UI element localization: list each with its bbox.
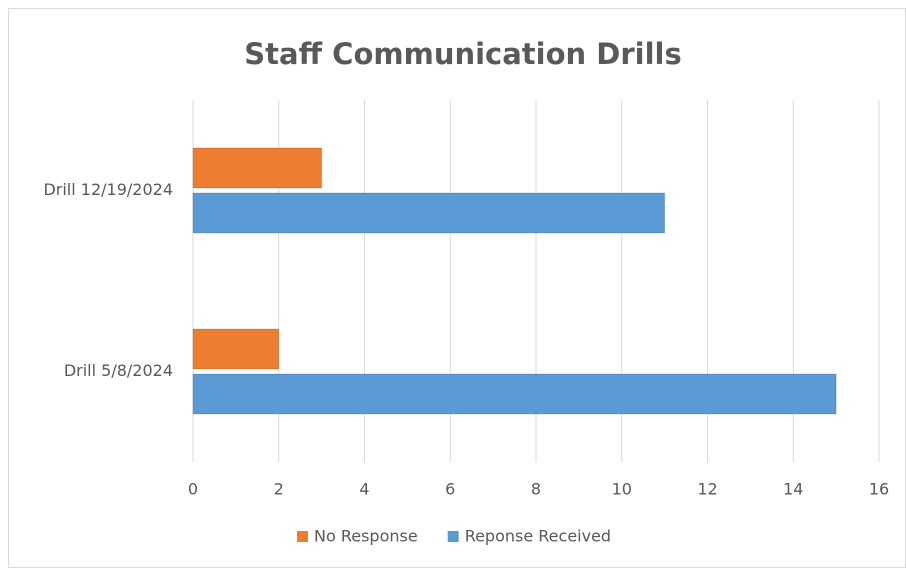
chart-title: Staff Communication Drills <box>244 37 681 71</box>
legend-swatch <box>297 531 308 542</box>
bar <box>192 147 323 189</box>
chart-frame <box>8 8 906 568</box>
y-tick-label: Drill 12/19/2024 <box>43 180 173 199</box>
x-tick-label: 2 <box>274 480 284 499</box>
legend-label: Reponse Received <box>465 527 611 546</box>
x-tick-label: 14 <box>783 480 803 499</box>
x-tick-label: 8 <box>531 480 541 499</box>
x-tick-label: 6 <box>445 480 455 499</box>
bar <box>192 373 837 415</box>
bar <box>192 328 280 370</box>
x-tick-label: 12 <box>697 480 717 499</box>
bar <box>192 192 666 234</box>
legend-label: No Response <box>314 527 418 546</box>
x-tick-label: 10 <box>612 480 632 499</box>
x-tick-label: 16 <box>869 480 889 499</box>
x-tick-label: 0 <box>188 480 198 499</box>
y-tick-label: Drill 5/8/2024 <box>64 361 173 380</box>
x-tick-label: 4 <box>359 480 369 499</box>
legend-swatch <box>447 531 459 542</box>
